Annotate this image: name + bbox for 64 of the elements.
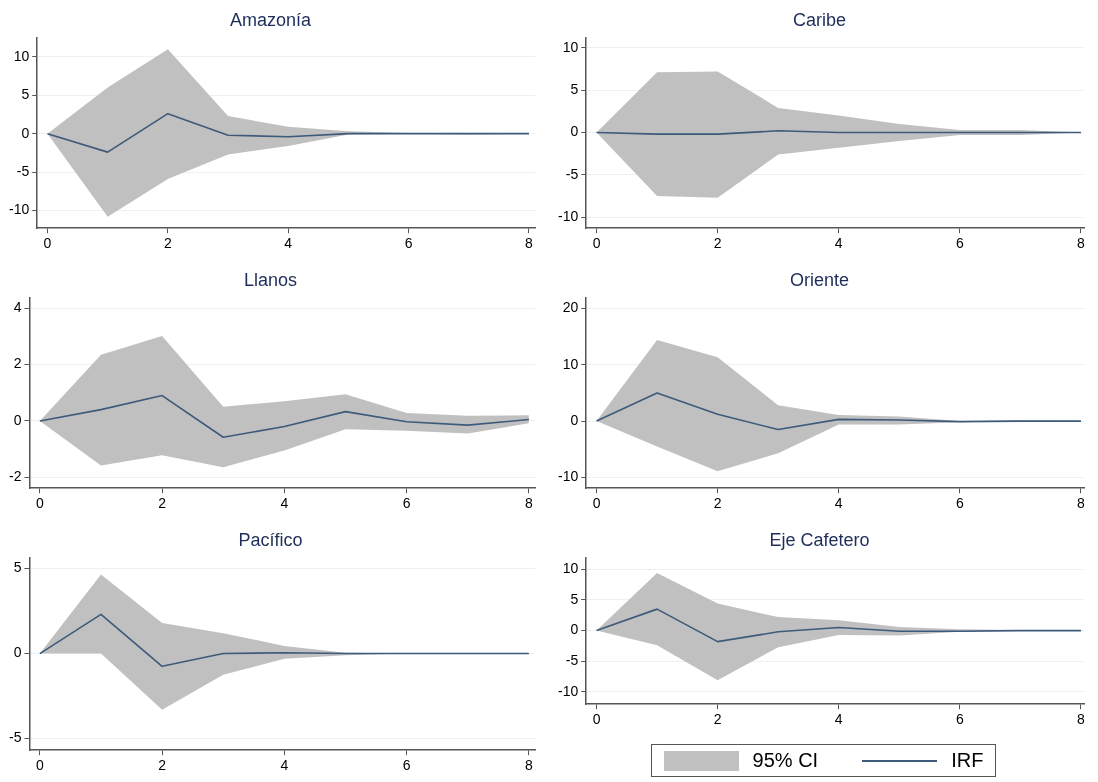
y-tick-label: 0 xyxy=(570,621,579,638)
y-tick-label: 0 xyxy=(13,644,22,661)
text: 95% CI xyxy=(752,749,819,772)
x-tick-label: 2 xyxy=(158,495,167,512)
y-tick-label: 20 xyxy=(562,299,579,316)
x-tick-label: 8 xyxy=(525,235,534,252)
y-tick-label: 5 xyxy=(21,86,30,103)
x-tick-label: 4 xyxy=(834,235,843,252)
x-tick-label: 0 xyxy=(35,495,44,512)
x-tick-label: 0 xyxy=(592,495,601,512)
y-tick-label: -5 xyxy=(9,729,22,746)
y-tick-label: 4 xyxy=(13,299,22,316)
x-tick-label: 8 xyxy=(1077,495,1086,512)
x-tick-label: 4 xyxy=(284,235,293,252)
x-tick-label: 2 xyxy=(163,235,172,252)
x-tick-label: 8 xyxy=(1077,235,1086,252)
x-tick-label: 8 xyxy=(524,757,533,774)
y-tick-label: -2 xyxy=(9,468,22,485)
y-tick-label: 10 xyxy=(562,560,579,577)
y-tick-label: -5 xyxy=(565,652,579,669)
chart-title: Caribe xyxy=(792,9,847,30)
y-tick-label: 0 xyxy=(570,411,579,428)
y-tick-label: 5 xyxy=(570,80,579,97)
y-tick-label: 2 xyxy=(13,355,22,372)
x-tick-label: 6 xyxy=(955,235,964,252)
x-tick-label: 0 xyxy=(43,235,52,252)
x-tick-label: 2 xyxy=(158,757,167,774)
x-tick-label: 8 xyxy=(524,495,533,512)
x-tick-label: 4 xyxy=(834,711,843,728)
y-tick-label: -5 xyxy=(16,162,30,179)
y-tick-label: -10 xyxy=(558,682,579,699)
y-tick-label: 10 xyxy=(562,38,579,55)
x-tick-label: 0 xyxy=(35,757,44,774)
chart-title: Llanos xyxy=(243,269,298,290)
chart-title: Oriente xyxy=(789,269,850,290)
x-tick-label: 2 xyxy=(713,235,722,252)
y-tick-label: -10 xyxy=(558,208,579,225)
x-tick-label: 6 xyxy=(955,711,964,728)
y-tick-label: 5 xyxy=(570,590,579,607)
x-tick-label: 6 xyxy=(955,495,964,512)
y-tick-label: -10 xyxy=(9,201,30,218)
x-tick-label: 4 xyxy=(280,757,289,774)
legend-label: IRF xyxy=(951,749,984,772)
x-tick-label: 2 xyxy=(713,495,722,512)
chart-title: Amazonía xyxy=(229,9,313,30)
x-tick-label: 0 xyxy=(592,711,601,728)
y-tick-label: -10 xyxy=(558,468,579,485)
x-tick-label: 4 xyxy=(834,495,843,512)
chart-title: Pacífico xyxy=(238,529,303,550)
y-tick-label: 10 xyxy=(13,47,30,64)
y-tick-label: 5 xyxy=(13,559,22,576)
y-tick-label: 0 xyxy=(13,411,22,428)
x-tick-label: 6 xyxy=(404,235,413,252)
x-tick-label: 6 xyxy=(402,757,411,774)
y-tick-label: 0 xyxy=(21,124,30,141)
chart-title: Eje Cafetero xyxy=(769,529,870,550)
x-tick-label: 0 xyxy=(592,235,601,252)
x-tick-label: 6 xyxy=(402,495,411,512)
y-tick-label: -5 xyxy=(565,165,579,182)
y-tick-label: 0 xyxy=(570,123,579,140)
y-tick-label: 10 xyxy=(562,355,579,372)
x-tick-label: 2 xyxy=(713,711,722,728)
x-tick-label: 8 xyxy=(1077,711,1086,728)
x-tick-label: 4 xyxy=(280,495,289,512)
